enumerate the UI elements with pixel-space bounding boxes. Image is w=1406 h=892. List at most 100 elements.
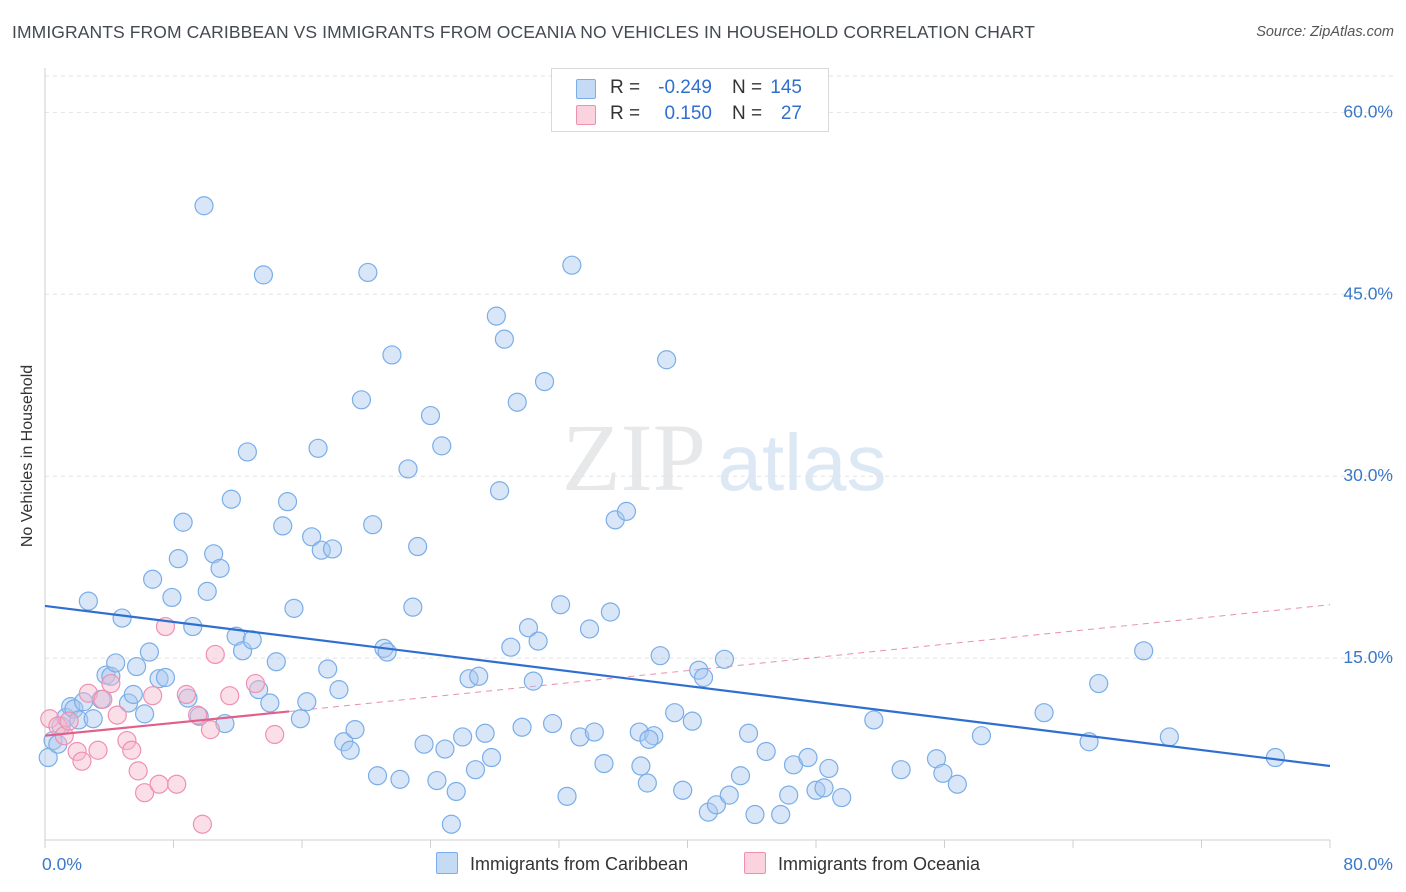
n-value: 27 <box>780 103 802 124</box>
caribbean-point <box>891 760 911 780</box>
caribbean-point <box>232 641 253 661</box>
caribbean-point <box>693 667 714 688</box>
oceania-point <box>40 709 60 729</box>
caribbean-point <box>194 196 214 216</box>
caribbean-point <box>329 680 349 700</box>
caribbean-point <box>1089 673 1109 694</box>
caribbean-point <box>420 405 441 426</box>
caribbean-point <box>427 770 447 791</box>
trendlines <box>44 604 1331 768</box>
y-tick-label: 45.0% <box>1343 283 1393 303</box>
caribbean-point <box>528 631 548 651</box>
caribbean-point <box>453 727 473 747</box>
caribbean-point <box>253 265 274 285</box>
caribbean-point <box>432 436 452 456</box>
caribbean-point <box>351 390 372 410</box>
oceania-point <box>200 720 221 740</box>
oceania-point <box>59 711 79 731</box>
x-tick-label: 80.0% <box>1343 854 1393 874</box>
caribbean-point <box>486 306 506 326</box>
caribbean-point <box>698 802 718 822</box>
caribbean-point <box>345 720 365 740</box>
caribbean-point <box>162 587 182 608</box>
caribbean-point <box>494 329 514 349</box>
legend-swatch-oceania <box>576 105 596 125</box>
oceania-point <box>101 673 121 694</box>
caribbean-point <box>1034 703 1054 723</box>
caribbean-point <box>714 649 735 669</box>
caribbean-point <box>738 723 759 743</box>
caribbean-point <box>221 489 241 509</box>
n-label: N = <box>732 77 763 98</box>
caribbean-point <box>562 255 582 275</box>
caribbean-point <box>210 558 230 578</box>
caribbean-point <box>318 659 338 679</box>
caribbean-point <box>149 669 169 689</box>
caribbean-point <box>277 492 298 512</box>
caribbean-point <box>594 753 614 774</box>
r-label: R = <box>610 77 641 98</box>
caribbean-point <box>390 769 410 789</box>
oceania-point <box>192 814 213 834</box>
caribbean-point <box>302 527 322 547</box>
caribbean-point <box>78 591 98 611</box>
r-value: -0.249 <box>658 77 712 98</box>
oceania-point <box>117 730 137 751</box>
caribbean-point <box>435 739 455 759</box>
caribbean-point <box>745 804 765 825</box>
oceania-point <box>72 751 92 771</box>
caribbean-point <box>143 569 163 589</box>
oceania-point <box>176 684 196 705</box>
caribbean-point <box>584 722 604 742</box>
source-label: Source: ZipAtlas.com <box>1256 24 1394 40</box>
oceania-point <box>78 683 98 703</box>
caribbean-point <box>475 723 495 743</box>
caribbean-point <box>819 758 839 779</box>
caribbean-point <box>382 345 402 365</box>
caribbean-point <box>650 646 670 666</box>
caribbean-point <box>237 442 257 462</box>
caribbean-point <box>798 747 818 768</box>
caribbean-point <box>1134 641 1154 661</box>
caribbean-point <box>112 608 132 628</box>
caribbean-point <box>518 618 539 638</box>
caribbean-point <box>489 481 510 501</box>
correlation-legend: R = -0.249 N = 145 R = 0.150 N = 27 <box>551 68 829 132</box>
legend-swatch-oceania <box>744 852 766 874</box>
trendline-extensions <box>289 604 1331 712</box>
caribbean-point <box>139 642 160 662</box>
caribbean-point <box>616 501 637 521</box>
caribbean-point <box>183 616 203 637</box>
caribbean-point <box>173 512 193 532</box>
legend-swatch-caribbean <box>436 852 458 874</box>
caribbean-point <box>106 653 126 673</box>
caribbean-point <box>534 372 555 392</box>
caribbean-point <box>657 350 677 370</box>
caribbean-point <box>273 516 293 536</box>
caribbean-point <box>441 814 461 834</box>
legend-label-caribbean: Immigrants from Caribbean <box>470 854 689 874</box>
caribbean-point <box>155 667 176 688</box>
caribbean-point <box>512 717 532 737</box>
n-label: N = <box>732 103 763 124</box>
caribbean-point <box>579 619 600 639</box>
caribbean-point <box>806 780 826 800</box>
caribbean-point <box>832 787 852 808</box>
caribbean-point <box>507 392 527 412</box>
y-tick-label: 30.0% <box>1343 465 1393 485</box>
caribbean-point <box>551 595 571 615</box>
caribbean-point <box>501 637 521 657</box>
caribbean-point <box>864 710 884 730</box>
caribbean-point <box>600 602 621 622</box>
caribbean-point <box>197 581 217 601</box>
caribbean-point <box>719 785 739 805</box>
data-points <box>38 196 1285 834</box>
oceania-point <box>149 774 169 794</box>
legend-swatch-caribbean <box>576 79 596 99</box>
caribbean-point <box>414 734 434 754</box>
oceania-point <box>67 741 87 762</box>
y-tick-label: 60.0% <box>1343 101 1393 121</box>
caribbean-point <box>523 671 543 691</box>
y-tick-label: 15.0% <box>1343 647 1393 667</box>
caribbean-point <box>542 713 563 734</box>
